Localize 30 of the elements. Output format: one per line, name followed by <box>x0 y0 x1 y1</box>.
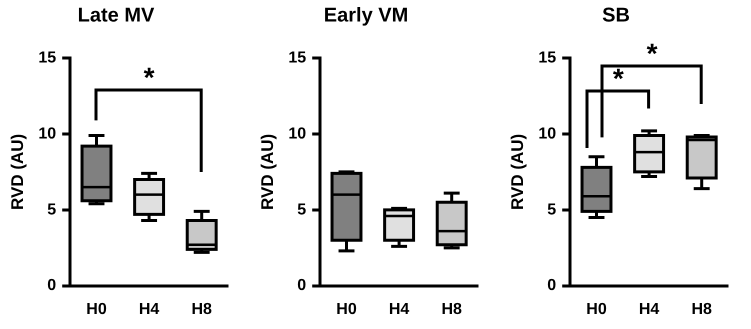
y-tick-label: 5 <box>547 201 556 218</box>
y-axis-title: RVD (AU) <box>8 134 27 210</box>
chart-title: SB <box>602 4 630 27</box>
x-tick-label: H0 <box>336 300 357 318</box>
y-tick-label: 15 <box>538 49 556 66</box>
x-tick-label: H8 <box>691 300 712 318</box>
x-tick-label: H4 <box>388 300 410 318</box>
y-tick-label: 0 <box>547 277 556 294</box>
y-tick-label: 15 <box>288 49 306 66</box>
y-tick-label: 10 <box>288 125 306 142</box>
y-tick-label: 10 <box>38 125 56 142</box>
y-axis-title: RVD (AU) <box>258 134 277 210</box>
y-tick-label: 15 <box>38 49 56 66</box>
x-tick-label: H0 <box>586 300 607 318</box>
y-tick-label: 10 <box>538 125 556 142</box>
y-tick-label: 0 <box>297 277 306 294</box>
y-tick-label: 5 <box>47 201 56 218</box>
y-axis-title: RVD (AU) <box>508 134 527 210</box>
annotation: * <box>612 62 624 94</box>
chart-title: Late MV <box>78 4 155 27</box>
y-tick-label: 0 <box>47 277 56 294</box>
y-tick-label: 5 <box>297 201 306 218</box>
annotation: * <box>144 62 155 93</box>
x-tick-label: H8 <box>441 300 462 318</box>
chart-title: Early VM <box>324 4 408 27</box>
x-tick-label: H8 <box>191 300 212 318</box>
x-tick-label: H0 <box>86 300 107 318</box>
x-tick-label: H4 <box>138 300 160 318</box>
x-tick-label: H4 <box>638 300 660 318</box>
annotation: * <box>646 38 658 69</box>
